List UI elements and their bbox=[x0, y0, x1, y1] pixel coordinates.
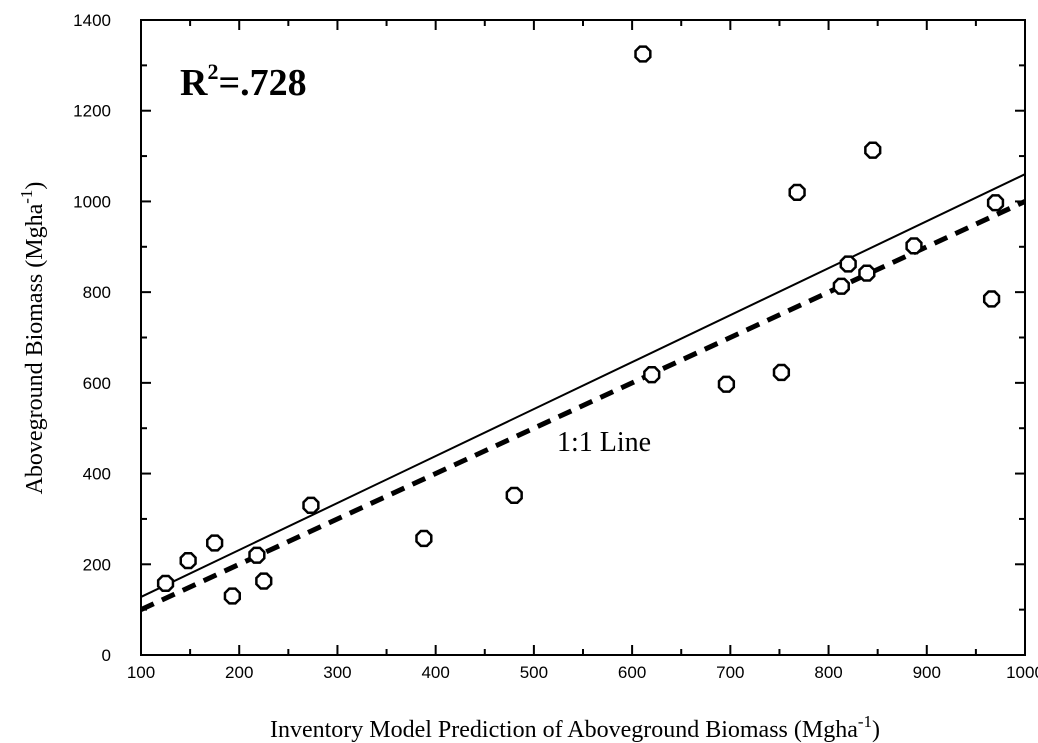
y-tick-label: 600 bbox=[83, 374, 111, 393]
axis-tick-labels: 100 200 300 400 500 600 700 800 900 1000 0 200 400 60… bbox=[73, 11, 1038, 682]
x-tick-label: 600 bbox=[618, 663, 646, 682]
data-point bbox=[858, 264, 876, 282]
data-point bbox=[255, 572, 273, 590]
data-point bbox=[905, 237, 923, 255]
r2-annotation: R2=.728 bbox=[180, 59, 307, 104]
y-tick-label: 800 bbox=[83, 283, 111, 302]
data-point bbox=[832, 277, 850, 295]
plot-frame bbox=[140, 19, 1026, 656]
data-point bbox=[982, 290, 1001, 308]
x-axis-title: Inventory Model Prediction of Abovegroun… bbox=[270, 712, 880, 743]
r2-value: =.728 bbox=[218, 62, 306, 104]
data-point bbox=[772, 363, 791, 382]
x-tick-label: 1000 bbox=[1006, 663, 1038, 682]
r2-superscript: 2 bbox=[207, 59, 218, 84]
data-point bbox=[643, 366, 661, 384]
x-axis-title-superscript: -1 bbox=[858, 712, 872, 731]
data-point bbox=[248, 546, 266, 564]
one-to-one-line-label: 1:1 Line bbox=[557, 427, 651, 458]
x-tick-label: 100 bbox=[127, 663, 155, 682]
data-point bbox=[156, 574, 175, 592]
x-tick-label: 300 bbox=[323, 663, 351, 682]
data-point bbox=[717, 375, 736, 393]
data-points bbox=[156, 45, 1005, 605]
data-point bbox=[302, 496, 320, 514]
axis-ticks bbox=[140, 19, 1026, 656]
data-point bbox=[864, 141, 882, 159]
y-tick-label: 0 bbox=[102, 646, 111, 665]
data-point bbox=[206, 534, 224, 552]
x-tick-label: 200 bbox=[225, 663, 253, 682]
data-point bbox=[839, 255, 857, 273]
x-tick-label: 400 bbox=[421, 663, 449, 682]
y-tick-label: 1400 bbox=[73, 11, 111, 30]
x-tick-label: 800 bbox=[814, 663, 842, 682]
y-axis-title-superscript: -1 bbox=[17, 190, 36, 204]
y-tick-label: 200 bbox=[83, 555, 111, 574]
y-tick-label: 1200 bbox=[73, 102, 111, 121]
data-point bbox=[415, 529, 433, 548]
x-tick-label: 500 bbox=[520, 663, 548, 682]
x-tick-label: 700 bbox=[716, 663, 744, 682]
regression-line bbox=[140, 173, 1026, 598]
data-point bbox=[505, 486, 523, 504]
data-point bbox=[634, 45, 652, 63]
y-tick-label: 1000 bbox=[73, 192, 111, 211]
y-axis-title: Aboveground Biomass (Mgha-1) bbox=[17, 182, 48, 495]
data-point bbox=[788, 183, 806, 201]
one-to-one-line bbox=[139, 199, 1027, 612]
data-point bbox=[179, 552, 197, 570]
data-point bbox=[223, 587, 241, 605]
y-tick-label: 400 bbox=[83, 465, 111, 484]
x-tick-label: 900 bbox=[913, 663, 941, 682]
fit-lines bbox=[139, 173, 1027, 612]
data-point bbox=[986, 194, 1005, 212]
